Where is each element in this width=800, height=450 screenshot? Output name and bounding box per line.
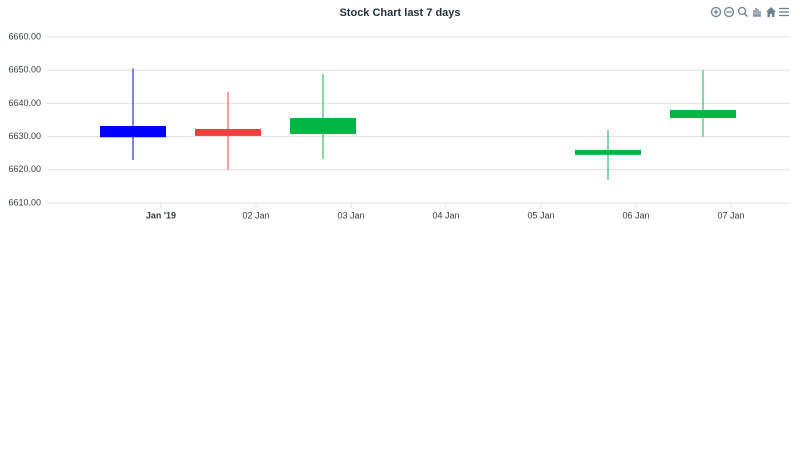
x-tick-label: 06 Jan	[622, 210, 649, 220]
y-tick-label: 6610.00	[8, 197, 41, 207]
menu-button[interactable]	[779, 7, 789, 17]
candle-body	[195, 128, 261, 136]
y-tick-label: 6650.00	[8, 65, 41, 75]
x-tick-label: 07 Jan	[717, 210, 744, 220]
x-tick-label: Jan '19	[146, 210, 176, 220]
candle-body	[290, 118, 356, 134]
toolbar	[710, 6, 789, 18]
y-tick-label: 6630.00	[8, 131, 41, 141]
y-tick-label: 6620.00	[8, 164, 41, 174]
y-tick-label: 6660.00	[8, 31, 41, 41]
x-tick-label: 04 Jan	[432, 210, 459, 220]
x-tick-label: 03 Jan	[337, 210, 364, 220]
y-tick-label: 6640.00	[8, 98, 41, 108]
zoom-in-button[interactable]	[710, 6, 722, 18]
chart-title: Stock Chart last 7 days	[339, 7, 460, 19]
zoom-button[interactable]	[737, 6, 748, 17]
x-tick-label: 02 Jan	[242, 210, 269, 220]
reset-button[interactable]	[766, 7, 776, 17]
pan-button[interactable]	[753, 8, 761, 17]
x-tick-label: 05 Jan	[527, 210, 554, 220]
candle-body	[670, 110, 736, 119]
candle-body	[575, 149, 641, 155]
zoom-out-button[interactable]	[723, 6, 735, 18]
candle-body	[100, 125, 166, 138]
